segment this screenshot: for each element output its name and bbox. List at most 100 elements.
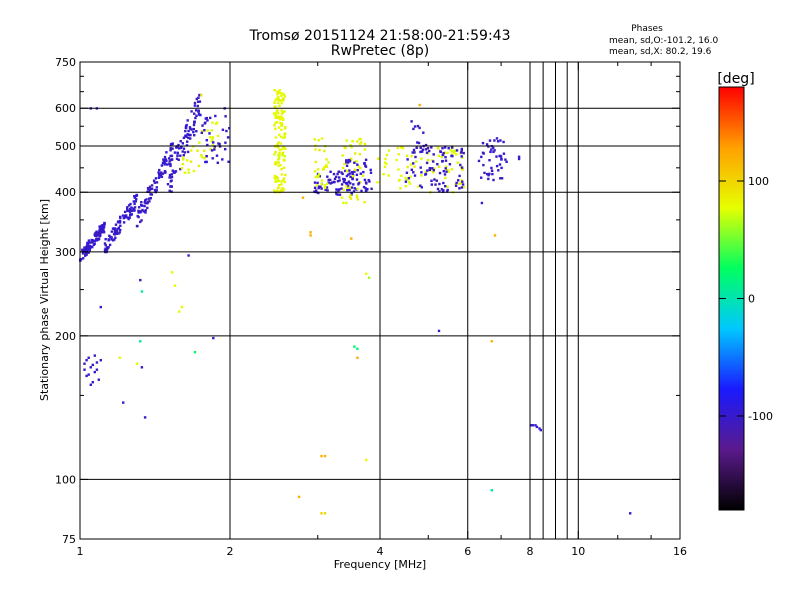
data-point [446, 188, 449, 192]
data-point [431, 167, 434, 170]
data-point [425, 161, 429, 165]
data-point [488, 139, 492, 142]
data-point [340, 183, 344, 186]
data-point [487, 145, 490, 148]
data-point [182, 156, 185, 159]
data-point [160, 175, 163, 178]
data-point [169, 164, 172, 168]
data-point [497, 169, 500, 172]
data-point [414, 155, 417, 159]
data-point [137, 209, 140, 213]
data-point [435, 179, 438, 182]
data-point [113, 227, 116, 230]
data-point [280, 94, 283, 97]
data-point [313, 186, 317, 189]
data-point [163, 171, 166, 174]
data-point [539, 428, 542, 432]
data-point [274, 161, 277, 164]
data-point [353, 168, 357, 171]
data-point [347, 180, 351, 183]
data-point [276, 143, 279, 146]
data-point [85, 247, 88, 250]
data-point [276, 112, 280, 115]
data-point [387, 174, 390, 177]
data-point [428, 167, 431, 170]
data-point [169, 154, 172, 158]
data-point [152, 179, 156, 182]
data-point [274, 150, 277, 154]
data-point [443, 151, 447, 154]
data-point [338, 193, 342, 196]
data-point [165, 163, 169, 166]
data-point [211, 136, 215, 139]
data-point [281, 189, 284, 193]
data-point [274, 127, 277, 130]
data-point [198, 113, 201, 116]
data-point [135, 197, 138, 201]
data-point [409, 175, 412, 178]
data-point [192, 169, 196, 173]
data-point [163, 163, 166, 166]
data-point [150, 184, 154, 187]
data-point [211, 138, 214, 141]
data-point [203, 149, 206, 152]
data-point [385, 162, 388, 166]
data-point [317, 173, 321, 176]
data-point [126, 216, 129, 219]
data-point [348, 188, 351, 192]
data-point [138, 206, 141, 209]
data-point [455, 181, 458, 185]
data-point [359, 142, 362, 146]
data-point [345, 159, 348, 162]
data-point [114, 236, 117, 239]
data-point [143, 201, 146, 204]
data-point [274, 106, 277, 109]
data-point [133, 196, 137, 199]
data-point [347, 161, 350, 164]
data-point [170, 158, 174, 161]
data-point [325, 163, 328, 167]
data-point [226, 136, 230, 139]
data-point [437, 165, 441, 168]
data-point [490, 489, 493, 492]
data-point [185, 144, 189, 147]
data-point [282, 179, 285, 182]
data-point [281, 151, 285, 154]
data-point [460, 186, 464, 189]
data-point [444, 185, 447, 188]
data-point [201, 155, 204, 159]
data-point [142, 210, 145, 213]
data-point [338, 179, 341, 182]
data-point [213, 145, 216, 148]
data-point [86, 251, 90, 254]
data-point [416, 141, 419, 144]
data-point [363, 200, 366, 204]
data-point [136, 214, 139, 218]
data-point [279, 99, 282, 102]
data-point [141, 208, 144, 212]
data-point [163, 170, 167, 173]
data-point [356, 140, 359, 143]
data-point [188, 126, 192, 129]
data-point [143, 416, 147, 419]
scatter-points [79, 88, 632, 515]
data-point [445, 190, 449, 193]
data-point [154, 177, 158, 180]
data-point [196, 104, 199, 108]
data-point [384, 161, 387, 164]
data-point [346, 181, 349, 185]
data-point [132, 200, 135, 203]
stats-x-mode: mean, sd,X: 80.2, 19.6 [609, 47, 712, 57]
data-point [279, 92, 282, 95]
data-point [317, 185, 321, 188]
y-tick-label: 100 [55, 473, 76, 486]
data-point [280, 123, 283, 126]
data-point [113, 238, 116, 241]
data-point [444, 167, 447, 170]
data-point [195, 97, 198, 101]
data-point [144, 199, 147, 202]
data-point [133, 195, 136, 198]
data-point [181, 162, 184, 166]
data-point [88, 244, 92, 248]
data-point [182, 136, 186, 139]
